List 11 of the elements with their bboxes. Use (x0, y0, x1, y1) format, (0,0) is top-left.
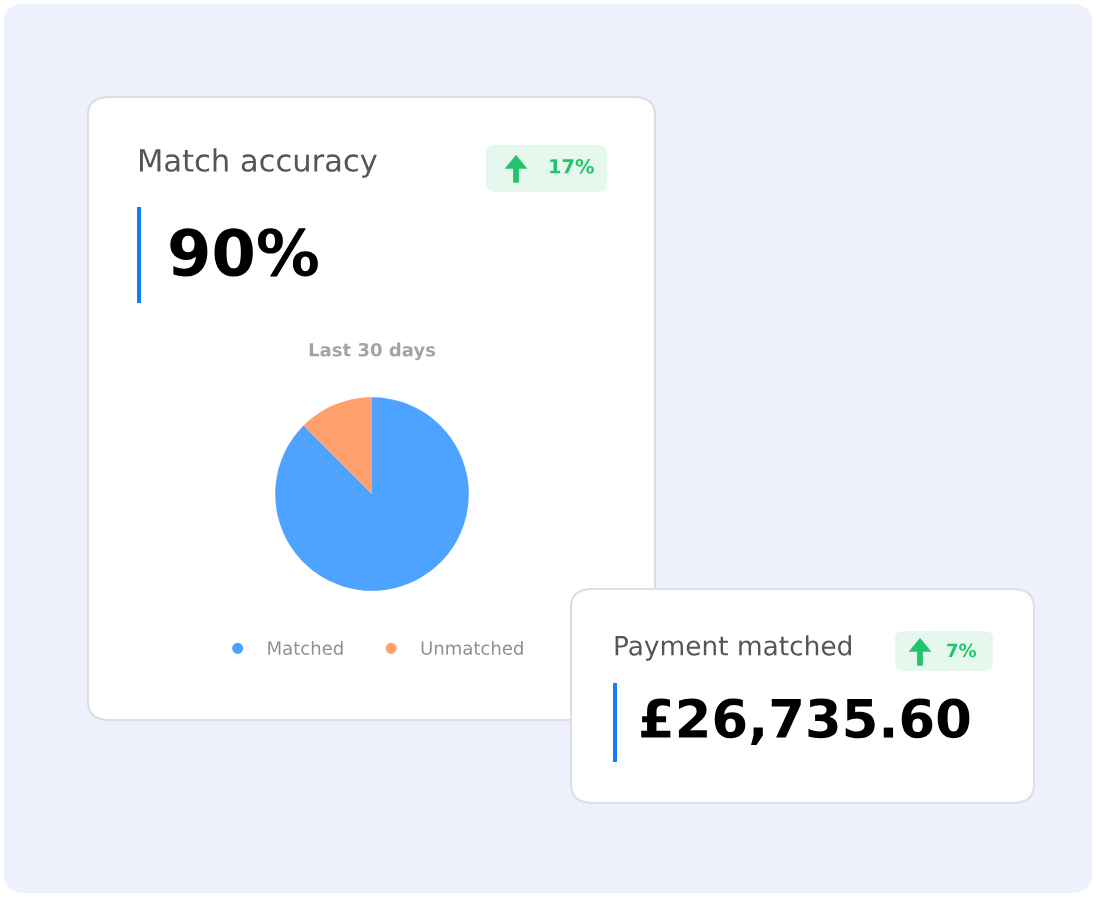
text: 7% (947, 643, 977, 658)
legend-label: Matched (268, 640, 343, 655)
text: £26,735.60 (641, 698, 970, 746)
pie-slice (303, 397, 372, 494)
text: 90% (170, 228, 318, 277)
text: Payment matched (615, 635, 851, 661)
legend-label: Unmatched (421, 640, 523, 655)
text: 17% (550, 158, 594, 174)
pie-slice (275, 397, 469, 591)
chart-title: Last 30 days (309, 342, 436, 361)
text: Match accuracy (140, 148, 377, 178)
